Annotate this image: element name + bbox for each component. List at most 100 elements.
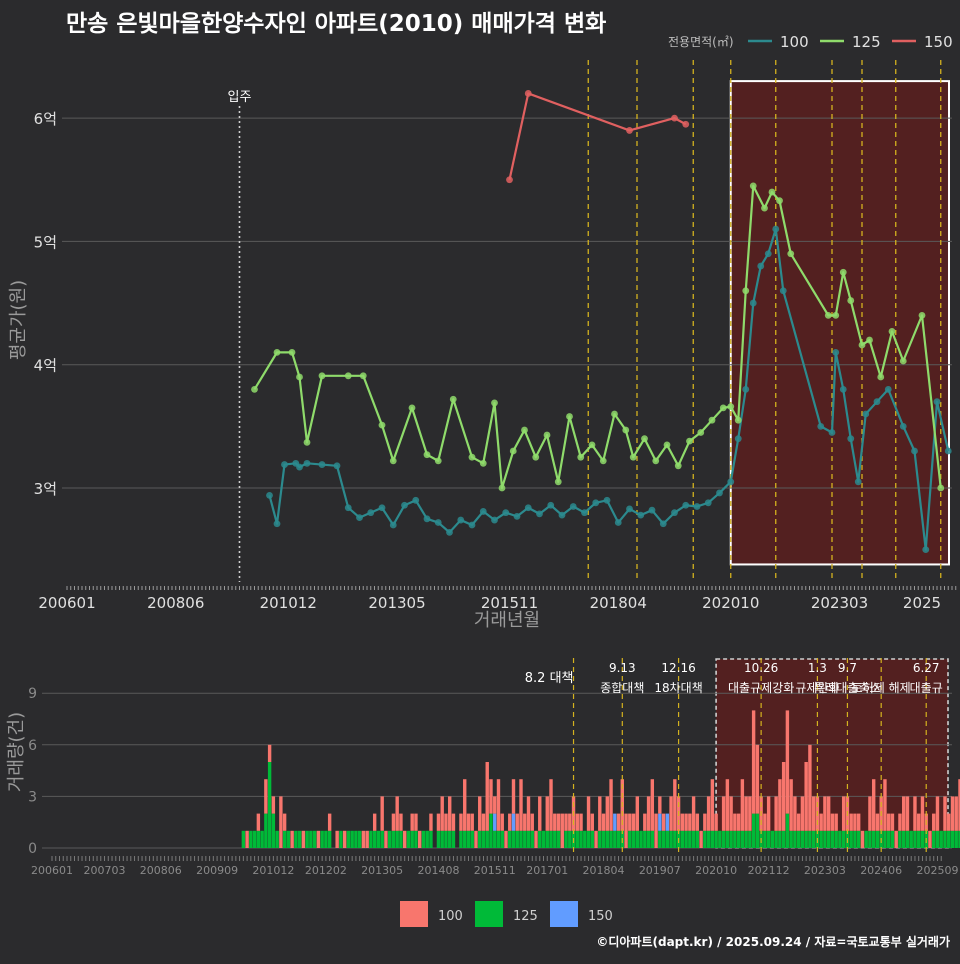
volume-bar-125 [692, 831, 695, 848]
volume-bar-125 [467, 831, 470, 848]
data-point-125 [825, 312, 832, 319]
y-tick-label: 3억 [34, 480, 57, 498]
volume-bar-100 [876, 814, 879, 831]
volume-bar-125 [921, 831, 924, 848]
volume-bar-125 [673, 831, 676, 848]
volume-bar-100 [508, 814, 511, 831]
data-point-100 [900, 423, 907, 430]
volume-bar-100 [403, 831, 406, 848]
data-point-100 [435, 519, 442, 526]
volume-bar-100 [872, 779, 875, 831]
source-credit: ©디아파트(dapt.kr) / 2025.09.24 / 자료=국토교통부 실… [596, 933, 950, 950]
data-point-100 [379, 504, 386, 511]
volume-bar-100 [602, 814, 605, 831]
volume-bar-125 [591, 831, 594, 848]
volume-bar-100 [834, 814, 837, 831]
volume-bar-125 [902, 831, 905, 848]
data-point-125 [697, 429, 704, 436]
data-point-100 [637, 512, 644, 519]
data-point-125 [630, 454, 637, 461]
data-point-100 [412, 497, 419, 504]
volume-bar-100 [283, 814, 286, 831]
volume-bar-125 [546, 831, 549, 848]
volume-bar-100 [546, 796, 549, 830]
volume-bar-125 [639, 831, 642, 848]
volume-bar-100 [654, 814, 657, 848]
data-point-125 [409, 404, 416, 411]
volume-bar-125 [553, 831, 556, 848]
volume-bar-125 [883, 831, 886, 848]
data-point-100 [401, 502, 408, 509]
volume-bar-100 [741, 779, 744, 831]
volume-bar-125 [688, 831, 691, 848]
volume-bar-100 [789, 779, 792, 831]
volume-bar-125 [268, 762, 271, 848]
volume-bar-100 [921, 796, 924, 830]
volume-bar-100 [831, 814, 834, 831]
data-point-100 [694, 503, 701, 510]
volume-bar-125 [486, 831, 489, 848]
volume-bar-150 [512, 814, 515, 831]
data-point-100 [832, 349, 839, 356]
volume-bar-125 [516, 831, 519, 848]
volume-bar-100 [861, 831, 864, 848]
volume-bar-100 [692, 796, 695, 830]
volume-bar-125 [275, 831, 278, 848]
volume-bar-100 [516, 814, 519, 831]
volume-bar-125 [249, 831, 252, 848]
data-point-100 [840, 386, 847, 393]
data-point-100 [772, 226, 779, 233]
volume-bar-125 [666, 831, 669, 848]
series-line-150 [510, 93, 686, 179]
volume-bar-125 [489, 814, 492, 848]
volume-bar-100 [662, 814, 665, 831]
volume-bar-100 [343, 831, 346, 848]
volume-bar-100 [711, 779, 714, 831]
volume-bar-125 [606, 831, 609, 848]
volume-bar-125 [722, 831, 725, 848]
volume-bar-100 [448, 796, 451, 830]
volume-bar-125 [523, 831, 526, 848]
volume-bar-125 [955, 831, 958, 848]
data-point-125 [859, 342, 866, 349]
volume-bar-125 [587, 831, 590, 848]
volume-bar-100 [707, 796, 710, 830]
volume-bar-125 [789, 831, 792, 848]
data-point-100 [446, 529, 453, 536]
volume-bar-125 [305, 831, 308, 848]
data-point-100 [817, 423, 824, 430]
policy-label-name: 18차대책 [654, 680, 702, 695]
volume-bar-100 [782, 762, 785, 831]
volume-bar-125 [444, 831, 447, 848]
volume-bar-125 [842, 831, 845, 848]
volume-x-tick-label: 201202 [305, 864, 347, 877]
volume-bar-100 [384, 831, 387, 848]
volume-bar-100 [748, 796, 751, 830]
x-tick-label: 2025 [903, 594, 941, 612]
volume-bar-100 [902, 796, 905, 830]
data-point-125 [750, 183, 757, 190]
volume-bar-125 [538, 831, 541, 848]
volume-bar-125 [339, 831, 342, 848]
volume-bar-125 [448, 831, 451, 848]
volume-bar-125 [868, 831, 871, 848]
volume-bar-125 [887, 831, 890, 848]
data-point-125 [675, 462, 682, 469]
data-point-100 [480, 508, 487, 515]
volume-bar-100 [290, 831, 293, 848]
volume-bar-125 [936, 831, 939, 848]
volume-bar-100 [688, 814, 691, 831]
data-point-125 [769, 189, 776, 196]
volume-bar-125 [410, 831, 413, 848]
volume-y-tick-label: 0 [28, 841, 37, 857]
volume-x-tick-label: 200909 [196, 864, 238, 877]
volume-bar-100 [636, 796, 639, 830]
data-point-125 [742, 287, 749, 294]
volume-bar-125 [636, 831, 639, 848]
volume-bar-100 [812, 796, 815, 830]
policy-label-date: 10.26 [744, 661, 778, 675]
volume-bar-125 [786, 814, 789, 848]
data-point-100 [626, 506, 633, 513]
data-point-150 [682, 121, 689, 128]
data-point-100 [356, 514, 363, 521]
